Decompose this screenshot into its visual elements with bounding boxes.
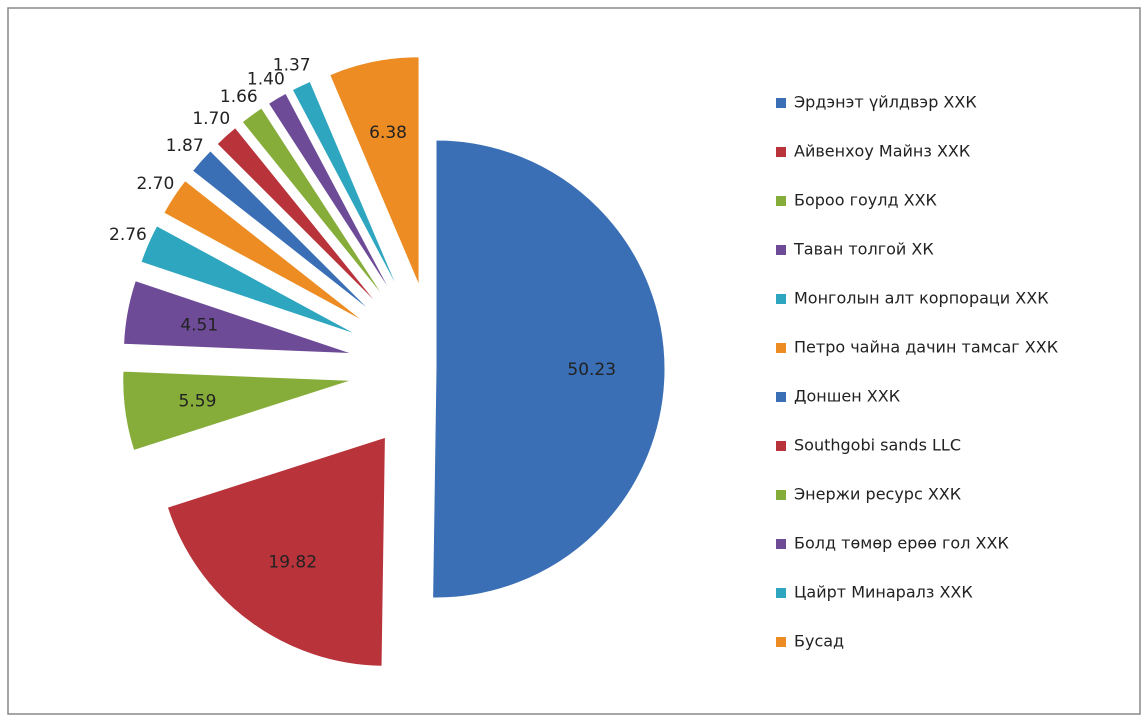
legend-swatch (776, 196, 786, 206)
legend-swatch (776, 294, 786, 304)
pie-slice (216, 126, 380, 307)
legend-label: Цайрт Минаралз ХХК (794, 583, 973, 602)
legend-label: Монголын алт корпораци ХХК (794, 289, 1049, 308)
data-label: 5.59 (179, 391, 217, 411)
data-label: 2.70 (136, 174, 174, 194)
data-label: 1.87 (166, 136, 204, 156)
data-label: 19.82 (268, 552, 317, 572)
legend-label: Петро чайна дачин тамсаг ХХК (794, 338, 1059, 357)
data-label: 1.37 (273, 56, 311, 76)
legend-swatch (776, 441, 786, 451)
legend-label: Айвенхоу Майнз ХХК (794, 142, 971, 161)
legend-swatch (776, 392, 786, 402)
legend-swatch (776, 147, 786, 157)
data-label: 50.23 (567, 360, 616, 380)
pie-slice (163, 179, 366, 323)
pie-slice (267, 92, 394, 296)
legend-swatch (776, 637, 786, 647)
data-label: 1.70 (192, 109, 230, 129)
legend-label: Болд төмөр ерөө гол ХХК (794, 534, 1009, 553)
pie-slice (291, 80, 400, 293)
legend-label: Бороо гоулд ХХК (794, 191, 938, 210)
pie-slice (140, 225, 359, 336)
data-label: 1.40 (247, 69, 285, 89)
legend-swatch (776, 245, 786, 255)
legend-swatch (776, 539, 786, 549)
data-label: 6.38 (369, 123, 407, 143)
data-label: 1.66 (220, 87, 258, 107)
legend-swatch (776, 490, 786, 500)
legend-label: Southgobi sands LLC (794, 436, 961, 455)
data-label: 4.51 (180, 315, 218, 335)
pie-slice (123, 280, 353, 355)
pie-slice (122, 370, 352, 452)
legend-label: Доншен ХХК (794, 387, 901, 406)
pie-slice (432, 139, 666, 599)
legend-label: Энержи ресурс ХХК (794, 485, 962, 504)
legend-swatch (776, 98, 786, 108)
pie-slice (191, 150, 373, 313)
legend-swatch (776, 343, 786, 353)
data-label: 2.76 (109, 225, 147, 245)
pie-slice (329, 56, 420, 286)
legend-swatch (776, 588, 786, 598)
legend-label: Таван толгой ХК (793, 240, 934, 259)
legend-label: Бусад (794, 632, 844, 651)
pie-slice (166, 436, 386, 667)
pie-slice (241, 107, 387, 301)
legend-label: Эрдэнэт үйлдвэр ХХК (794, 93, 977, 112)
